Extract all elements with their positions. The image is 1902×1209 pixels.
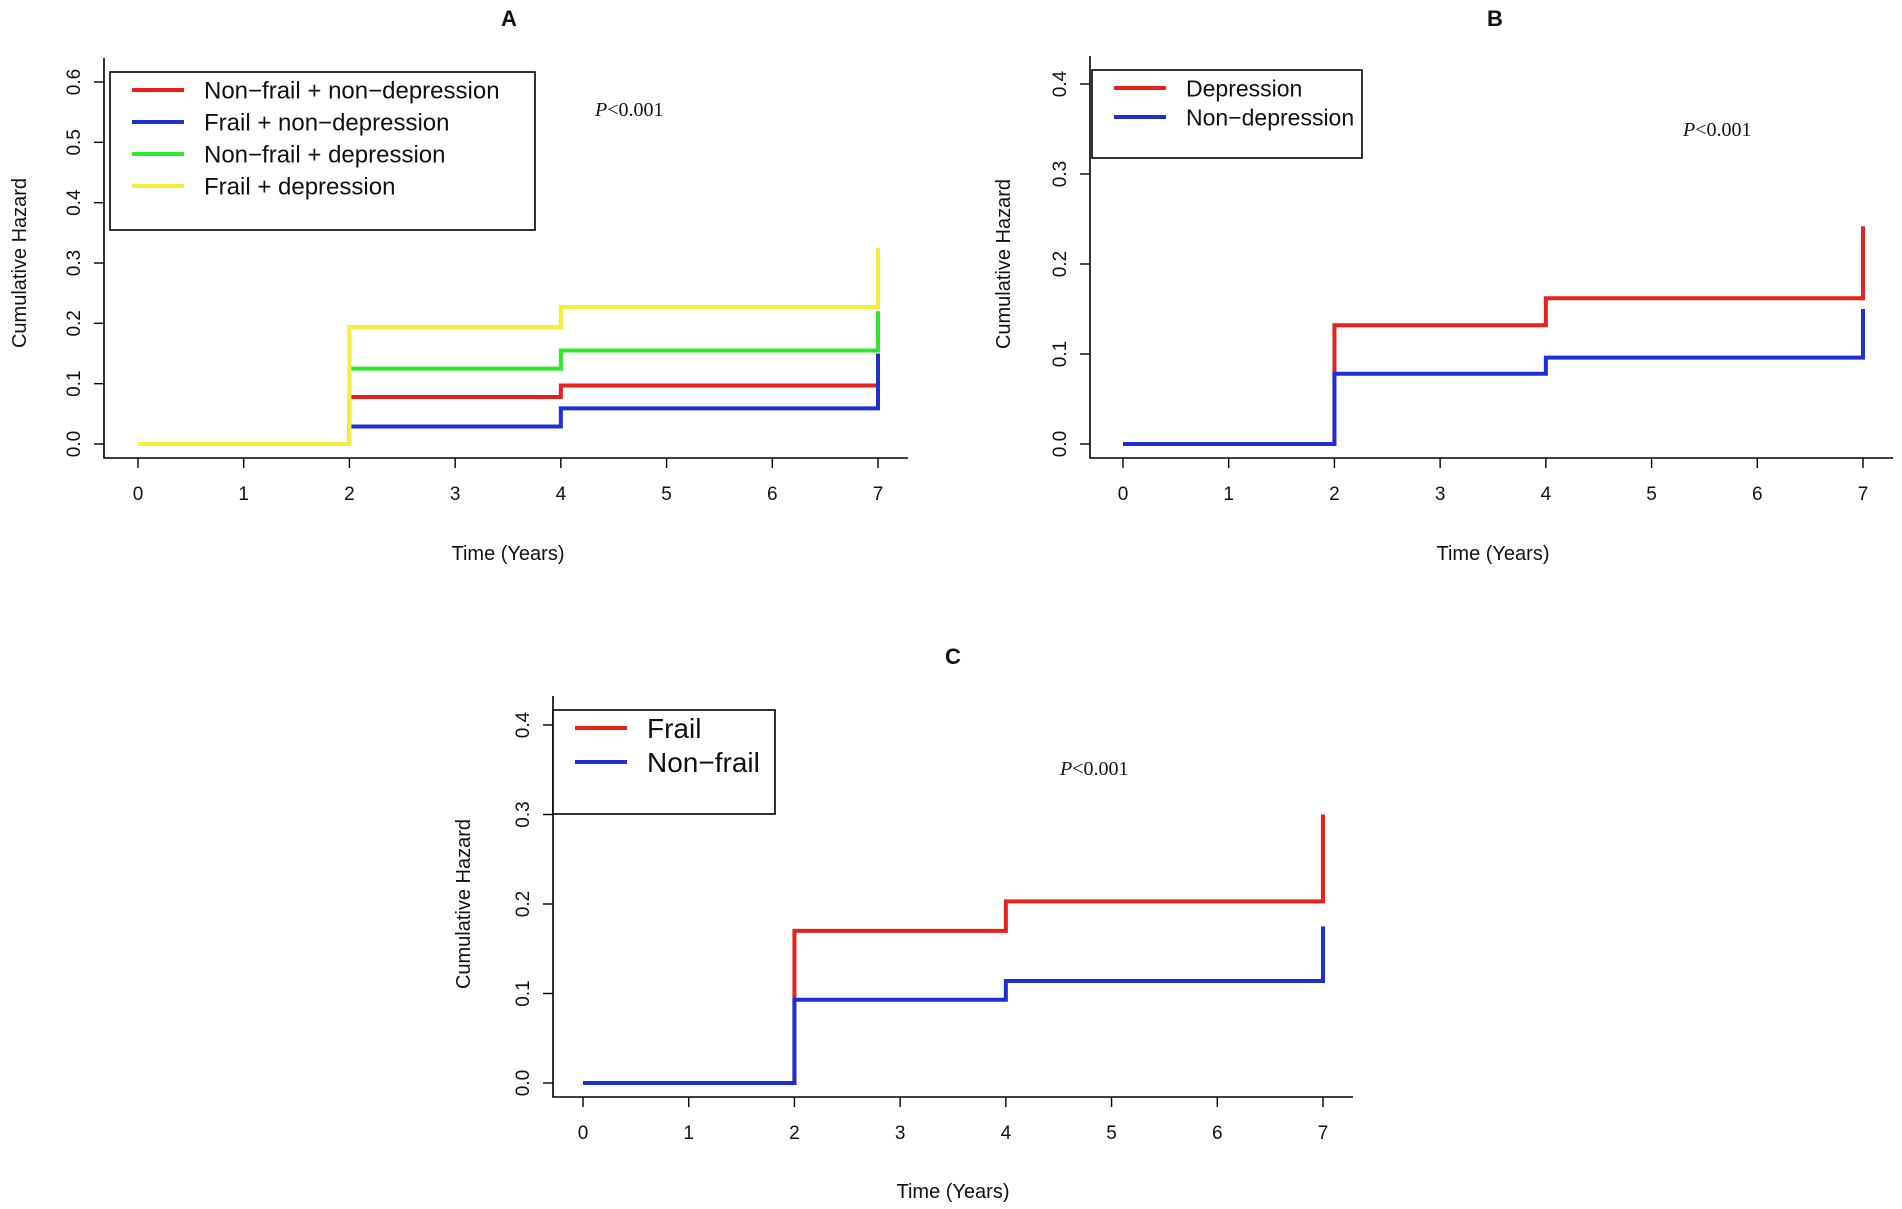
x-tick-label: 1 bbox=[683, 1123, 694, 1144]
x-tick-label: 6 bbox=[1212, 1123, 1223, 1144]
series-line-3 bbox=[138, 311, 880, 446]
x-tick-label: 1 bbox=[1223, 484, 1234, 505]
x-tick-label: 3 bbox=[1435, 484, 1446, 505]
y-tick-label: 0.5 bbox=[64, 129, 85, 155]
legend-label: Non−depression bbox=[1186, 104, 1354, 130]
y-tick-label: 0.2 bbox=[64, 310, 85, 336]
series-line-1 bbox=[583, 814, 1325, 1085]
panel-title: C bbox=[945, 644, 961, 669]
x-tick-label: 3 bbox=[450, 484, 461, 505]
chart-panel-b: B 0.0 0.1 0.2 0.3 0.4 0 1 2 3 4 5 6 7 Time (Years) Cumu… bbox=[993, 6, 1893, 565]
p-value-italic: P bbox=[594, 99, 607, 121]
y-tick-label: 0.0 bbox=[1050, 431, 1071, 457]
legend-label: Depression bbox=[1186, 75, 1302, 101]
y-axis-label: Cumulative Hazard bbox=[453, 819, 475, 989]
y-tick-label: 0.3 bbox=[513, 801, 534, 827]
y-tick-label: 0.0 bbox=[64, 431, 85, 457]
series-line-1 bbox=[1123, 226, 1865, 446]
series-line-4 bbox=[138, 247, 880, 446]
legend-label: Non−frail + non−depression bbox=[204, 78, 500, 105]
p-value-italic: P bbox=[1059, 758, 1072, 780]
x-tick-label: 2 bbox=[789, 1123, 800, 1144]
x-tick-label: 4 bbox=[556, 484, 567, 505]
p-value-rest: <0.001 bbox=[607, 99, 663, 121]
plot-frame bbox=[552, 696, 1353, 1098]
p-value-rest: <0.001 bbox=[1695, 119, 1751, 141]
y-tick-label: 0.3 bbox=[64, 250, 85, 276]
chart-panel-c: C 0.0 0.1 0.2 0.3 0.4 0 1 2 3 4 5 6 7 Time (Years) Cumu… bbox=[453, 644, 1353, 1203]
x-tick-label: 1 bbox=[238, 484, 249, 505]
x-tick-label: 4 bbox=[1541, 484, 1552, 505]
x-tick-label: 7 bbox=[1318, 1123, 1329, 1144]
y-tick-label: 0.1 bbox=[513, 980, 534, 1006]
x-tick-label: 0 bbox=[133, 484, 144, 505]
x-tick-label: 2 bbox=[344, 484, 355, 505]
x-tick-label: 3 bbox=[895, 1123, 906, 1144]
y-axis-label: Cumulative Hazard bbox=[993, 179, 1015, 349]
panel-title: B bbox=[1487, 6, 1503, 31]
legend-label: Non−frail + depression bbox=[204, 142, 445, 169]
x-tick-label: 6 bbox=[1752, 484, 1763, 505]
p-value-italic: P bbox=[1682, 119, 1695, 141]
x-axis-label: Time (Years) bbox=[897, 1181, 1010, 1203]
y-tick-label: 0.1 bbox=[1050, 341, 1071, 367]
p-value-annotation: P<0.001 bbox=[1059, 758, 1129, 780]
x-tick-label: 2 bbox=[1329, 484, 1340, 505]
p-value-rest: <0.001 bbox=[1072, 758, 1128, 780]
y-tick-label: 0.1 bbox=[64, 370, 85, 396]
chart-panel-a: A 0.0 0.1 0.2 0.3 0.4 0.5 0.6 0 1 2 3 4 5 6 7 Time (Year… bbox=[9, 6, 908, 565]
series-line-2 bbox=[1123, 309, 1865, 446]
legend-label: Frail + non−depression bbox=[204, 110, 449, 137]
y-tick-label: 0.2 bbox=[513, 891, 534, 917]
legend-box bbox=[1091, 69, 1363, 159]
x-tick-label: 5 bbox=[661, 484, 672, 505]
panel-title: A bbox=[501, 6, 517, 31]
x-tick-label: 5 bbox=[1646, 484, 1657, 505]
x-tick-label: 6 bbox=[767, 484, 778, 505]
series-line-2 bbox=[583, 926, 1325, 1085]
y-tick-label: 0.4 bbox=[64, 189, 85, 216]
x-tick-label: 5 bbox=[1106, 1123, 1117, 1144]
legend-label: Frail bbox=[647, 713, 701, 744]
y-tick-label: 0.0 bbox=[513, 1070, 534, 1096]
y-axis-label: Cumulative Hazard bbox=[9, 178, 31, 348]
plot-frame bbox=[1089, 56, 1893, 459]
legend-label: Non−frail bbox=[647, 747, 760, 778]
y-tick-label: 0.4 bbox=[1050, 70, 1071, 97]
plot-frame bbox=[103, 58, 908, 459]
x-tick-label: 7 bbox=[1858, 484, 1869, 505]
p-value-annotation: P<0.001 bbox=[1682, 119, 1752, 141]
legend-box bbox=[109, 71, 536, 231]
x-tick-label: 7 bbox=[873, 484, 884, 505]
x-tick-label: 0 bbox=[1118, 484, 1129, 505]
y-tick-label: 0.6 bbox=[64, 69, 85, 95]
p-value-annotation: P<0.001 bbox=[594, 99, 664, 121]
x-tick-label: 0 bbox=[578, 1123, 589, 1144]
legend-label: Frail + depression bbox=[204, 174, 395, 201]
y-tick-label: 0.3 bbox=[1050, 161, 1071, 187]
x-tick-label: 4 bbox=[1001, 1123, 1012, 1144]
x-axis-label: Time (Years) bbox=[1437, 543, 1550, 565]
x-axis-label: Time (Years) bbox=[452, 543, 565, 565]
y-tick-label: 0.4 bbox=[513, 711, 534, 738]
y-tick-label: 0.2 bbox=[1050, 251, 1071, 277]
